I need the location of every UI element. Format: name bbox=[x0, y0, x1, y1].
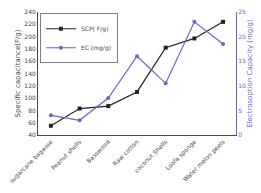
svg-text:Water melon peels: Water melon peels bbox=[181, 138, 226, 183]
svg-text:Specific capacitance(F/g): Specific capacitance(F/g) bbox=[14, 29, 22, 117]
svg-text:SCP( F/g): SCP( F/g) bbox=[81, 25, 109, 33]
svg-text:80: 80 bbox=[28, 107, 36, 114]
svg-text:15: 15 bbox=[238, 57, 246, 64]
svg-text:0: 0 bbox=[238, 131, 242, 138]
svg-text:160: 160 bbox=[24, 57, 36, 64]
svg-text:Raw cotton: Raw cotton bbox=[111, 138, 140, 167]
svg-text:40: 40 bbox=[28, 131, 36, 138]
svg-text:180: 180 bbox=[24, 45, 36, 52]
svg-text:sugarcane bagasse: sugarcane bagasse bbox=[8, 138, 55, 185]
svg-text:140: 140 bbox=[24, 70, 36, 77]
svg-text:60: 60 bbox=[28, 119, 36, 126]
svg-text:Peanut shells: Peanut shells bbox=[49, 138, 82, 171]
svg-text:220: 220 bbox=[24, 20, 36, 27]
svg-text:Loofa sponge: Loofa sponge bbox=[164, 138, 198, 172]
svg-text:25: 25 bbox=[238, 8, 246, 15]
svg-text:20: 20 bbox=[238, 33, 246, 40]
svg-text:5: 5 bbox=[238, 107, 242, 114]
svg-text:10: 10 bbox=[238, 82, 246, 89]
svg-text:EC (mg/g): EC (mg/g) bbox=[81, 44, 111, 52]
svg-text:Basswood: Basswood bbox=[85, 138, 111, 164]
svg-text:120: 120 bbox=[24, 82, 36, 89]
svg-text:200: 200 bbox=[24, 33, 36, 40]
svg-text:Electrosoption Capacity (mg/g): Electrosoption Capacity (mg/g) bbox=[246, 19, 254, 128]
svg-text:100: 100 bbox=[24, 94, 36, 101]
svg-text:240: 240 bbox=[24, 8, 36, 15]
svg-text:coconut Shells: coconut Shells bbox=[133, 138, 169, 174]
